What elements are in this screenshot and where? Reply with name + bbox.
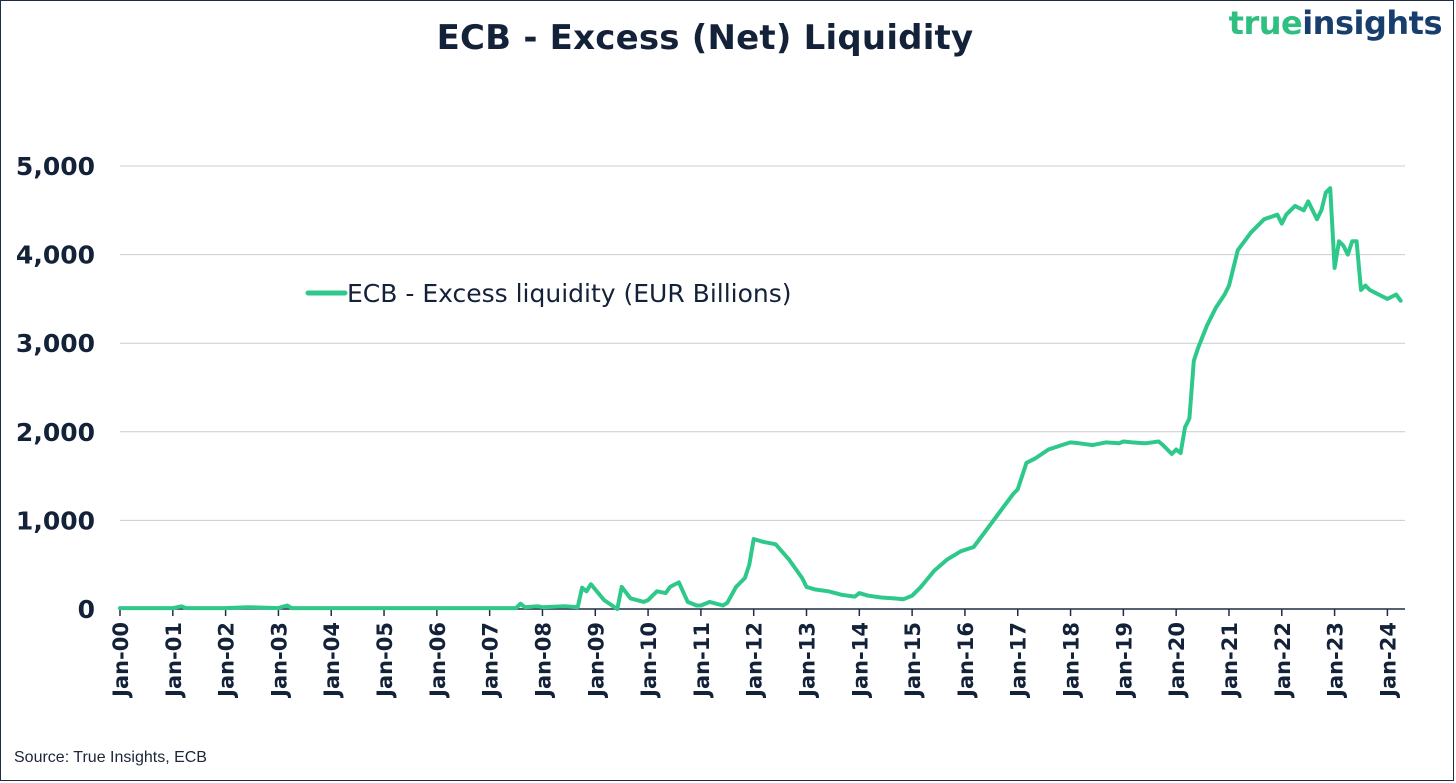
x-tick-label: Jan-22 xyxy=(1271,622,1295,699)
x-tick-label: Jan-10 xyxy=(637,622,661,699)
series-layer xyxy=(118,186,1403,611)
brand-logo-word1: true xyxy=(1228,4,1303,42)
x-tick-label: Jan-12 xyxy=(743,622,767,699)
y-tick-label: 0 xyxy=(78,595,95,624)
x-tick-label: Jan-17 xyxy=(1007,622,1031,699)
brand-logo: trueinsights xyxy=(1228,4,1443,42)
x-tick-label: Jan-15 xyxy=(901,622,925,699)
x-tick-label: Jan-01 xyxy=(162,622,186,699)
x-tick-label: Jan-03 xyxy=(267,622,291,699)
x-tick-label: Jan-24 xyxy=(1376,622,1400,699)
x-tick-label: Jan-04 xyxy=(320,622,344,699)
x-tick-label: Jan-20 xyxy=(1165,622,1189,699)
x-tick-label: Jan-19 xyxy=(1112,622,1136,699)
series-line xyxy=(118,186,1403,611)
y-tick-label: 5,000 xyxy=(16,152,95,181)
y-tick-label: 3,000 xyxy=(16,329,95,358)
legend-label: ECB - Excess liquidity (EUR Billions) xyxy=(347,279,792,308)
x-tick-label: Jan-05 xyxy=(373,622,397,699)
x-tick-label: Jan-07 xyxy=(479,622,503,699)
x-tick-label: Jan-09 xyxy=(584,622,608,699)
y-tick-label: 1,000 xyxy=(16,506,95,535)
chart-title: ECB - Excess (Net) Liquidity xyxy=(436,18,974,58)
x-tick-label: Jan-11 xyxy=(690,622,714,699)
source-note: Source: True Insights, ECB xyxy=(14,749,207,766)
x-tick-label: Jan-00 xyxy=(109,622,133,699)
x-tick-label: Jan-13 xyxy=(796,622,820,699)
x-tick-label: Jan-06 xyxy=(426,622,450,699)
y-tick-label: 4,000 xyxy=(16,241,95,270)
y-tick-label: 2,000 xyxy=(16,418,95,447)
x-tick-label: Jan-08 xyxy=(531,622,555,699)
brand-logo-word2: insights xyxy=(1302,4,1442,42)
x-tick-label: Jan-23 xyxy=(1324,622,1348,699)
x-tick-label: Jan-21 xyxy=(1218,622,1242,699)
x-tick-label: Jan-18 xyxy=(1060,622,1084,699)
x-tick-label: Jan-14 xyxy=(848,622,872,699)
x-tick-label: Jan-16 xyxy=(954,622,978,699)
x-axis-ticks: Jan-00 Jan-01 Jan-02 Jan-03 Jan-04 Jan-05 Jan-… xyxy=(109,609,1400,699)
x-tick-label: Jan-02 xyxy=(215,622,239,699)
y-axis-ticks: 0 1,000 2,000 3,000 4,000 5,000 xyxy=(16,152,95,624)
legend: ECB - Excess liquidity (EUR Billions) xyxy=(305,279,792,308)
